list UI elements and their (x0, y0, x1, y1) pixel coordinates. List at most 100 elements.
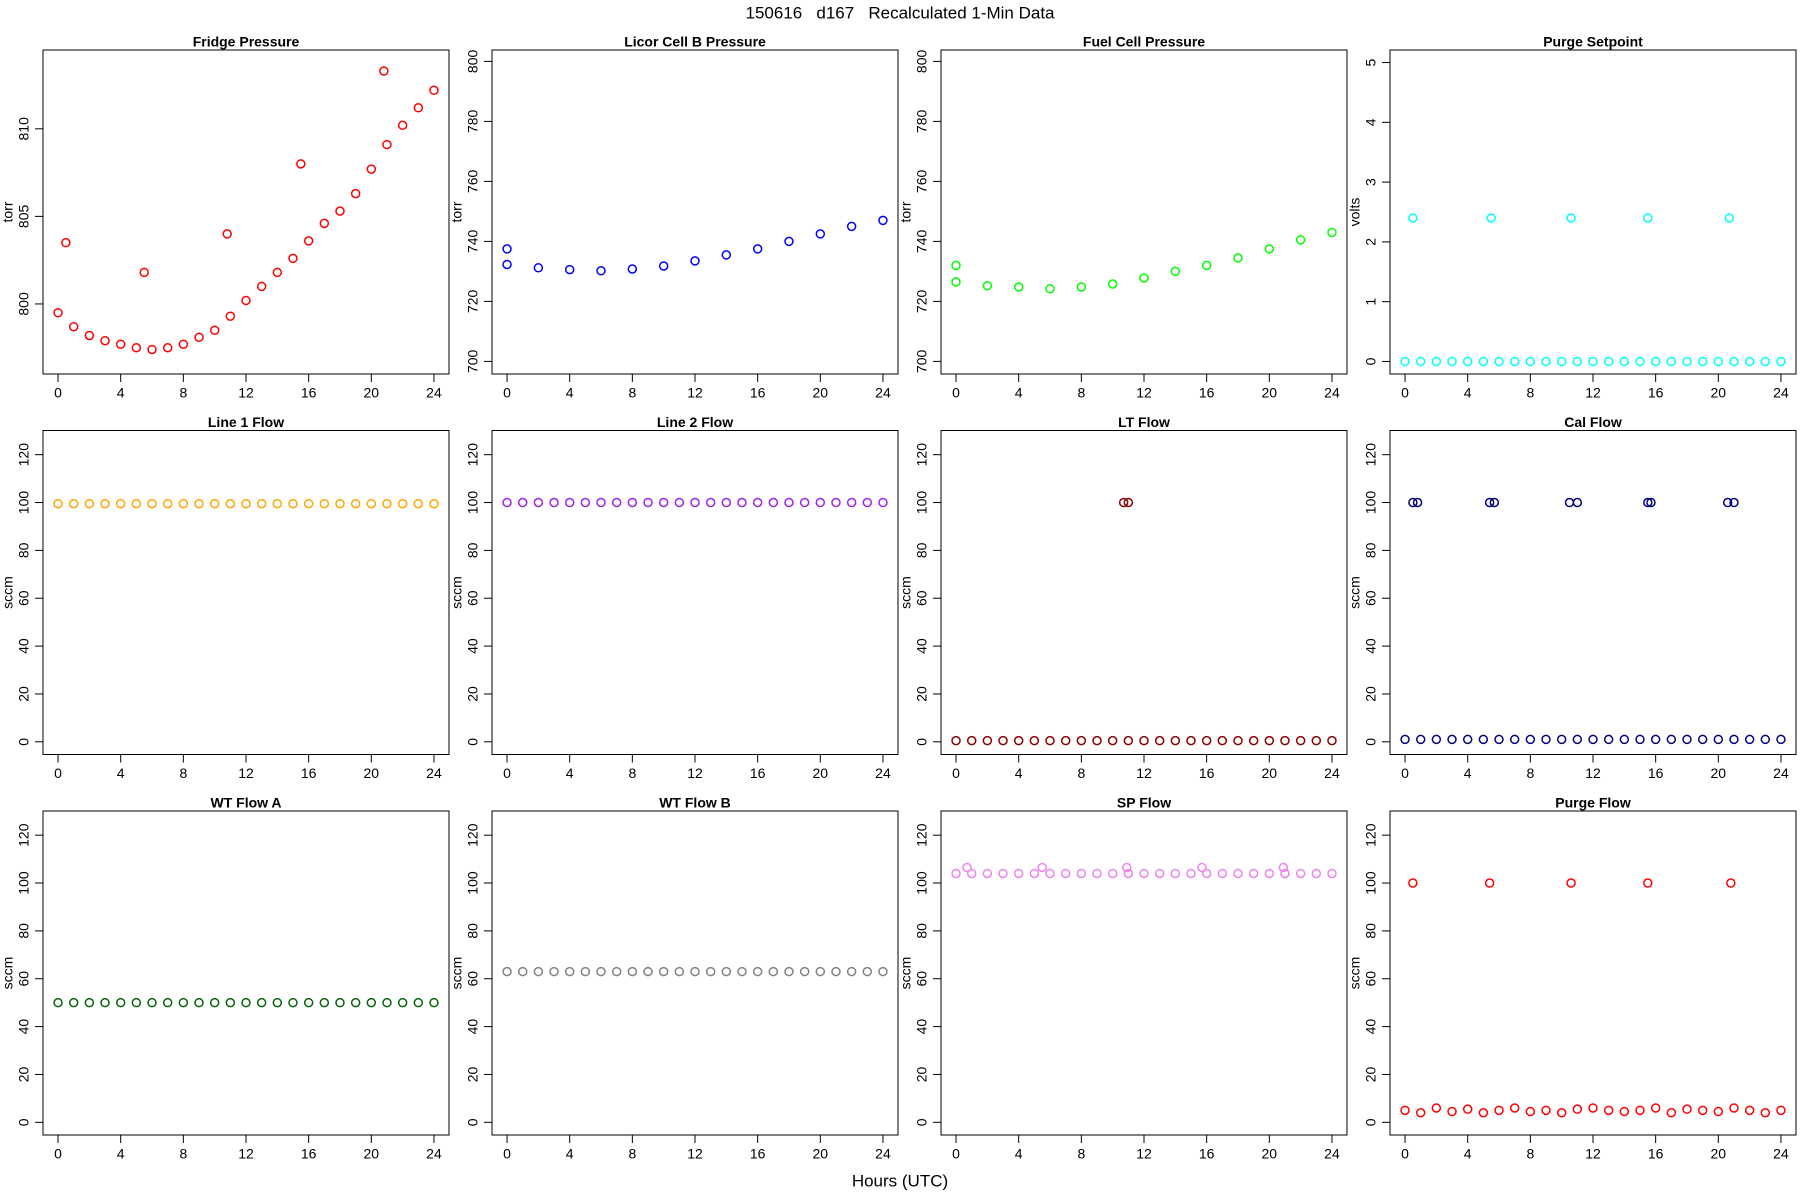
data-point (596, 497, 606, 508)
data-point (131, 498, 142, 509)
y-axis-label: sccm (898, 957, 914, 990)
data-point (366, 498, 377, 509)
y-tick-label: 780 (914, 110, 930, 134)
x-tick-label: 0 (1401, 1146, 1409, 1162)
x-tick-label: 0 (54, 1146, 62, 1162)
y-tick-label: 40 (465, 1019, 481, 1035)
y-tick-label: 740 (465, 230, 481, 254)
data-point (366, 164, 377, 174)
data-point (878, 215, 888, 226)
data-point (241, 295, 251, 306)
data-point (815, 497, 826, 508)
y-tick-label: 100 (465, 491, 481, 515)
data-point (1603, 356, 1614, 367)
x-tick-label: 16 (750, 385, 766, 401)
data-point (68, 997, 79, 1008)
data-point (335, 206, 345, 216)
data-point (139, 267, 149, 278)
y-tick-label: 800 (16, 292, 32, 316)
x-tick-label: 20 (1711, 765, 1727, 781)
x-tick-label: 0 (952, 765, 960, 781)
x-tick-label: 4 (117, 1146, 125, 1162)
data-point (1682, 356, 1692, 367)
data-point (1092, 868, 1102, 879)
y-tick-label: 60 (914, 590, 930, 606)
data-point (1478, 1107, 1489, 1118)
data-point (737, 966, 747, 977)
x-tick-label: 20 (364, 1146, 380, 1162)
x-tick-label: 4 (1015, 385, 1023, 401)
data-point (209, 498, 220, 509)
data-point (209, 325, 220, 335)
data-point (1603, 1105, 1614, 1116)
plot-frame (491, 810, 899, 1136)
data-point (951, 277, 961, 287)
data-point (429, 85, 439, 96)
data-point (1311, 868, 1322, 879)
data-point (1541, 734, 1551, 745)
y-tick-label: 0 (465, 738, 481, 746)
y-tick-label: 100 (914, 491, 930, 515)
data-point (147, 344, 157, 355)
data-point (147, 498, 157, 509)
data-point (752, 966, 763, 977)
data-point (831, 966, 841, 977)
y-axis-label: sccm (449, 957, 465, 990)
x-tick-label: 4 (566, 1146, 574, 1162)
x-tick-label: 4 (117, 765, 125, 781)
x-tick-label: 4 (566, 385, 574, 401)
y-tick-label: 740 (914, 230, 930, 254)
data-point (580, 966, 591, 977)
data-point (1107, 279, 1118, 289)
data-point (1139, 868, 1149, 879)
data-point (84, 330, 95, 341)
x-tick-label: 4 (1015, 1146, 1023, 1162)
y-tick-label: 20 (1363, 686, 1379, 702)
data-point (100, 997, 110, 1008)
data-point (335, 498, 345, 509)
y-tick-label: 60 (465, 971, 481, 987)
data-point (115, 997, 126, 1008)
page-title: 150616 d167 Recalculated 1-Min Data (745, 3, 1055, 22)
data-point (1233, 253, 1243, 263)
data-point (1494, 356, 1504, 367)
x-tick-label: 0 (503, 765, 511, 781)
data-point (721, 966, 732, 977)
data-point (382, 139, 392, 150)
data-point (194, 498, 204, 509)
data-point (982, 281, 993, 291)
y-tick-label: 20 (16, 686, 32, 702)
data-point (256, 281, 267, 292)
x-tick-label: 8 (179, 1146, 187, 1162)
data-point (1431, 1103, 1442, 1113)
x-tick-label: 20 (364, 765, 380, 781)
data-point (815, 229, 826, 239)
data-point (1666, 1107, 1677, 1118)
data-point (1447, 734, 1457, 745)
x-tick-label: 24 (875, 385, 891, 401)
data-point (1431, 356, 1442, 367)
data-point (429, 997, 439, 1008)
data-point (596, 966, 606, 977)
data-point (1494, 734, 1504, 745)
y-tick-label: 20 (914, 1066, 930, 1082)
data-point (1415, 734, 1426, 745)
data-point (1327, 735, 1337, 746)
data-point (288, 997, 298, 1008)
y-tick-label: 100 (16, 871, 32, 895)
y-tick-label: 810 (16, 117, 32, 141)
data-point (1415, 1107, 1426, 1118)
panel-title: Line 2 Flow (657, 414, 733, 430)
data-point (1154, 735, 1165, 746)
x-tick-label: 8 (1526, 385, 1534, 401)
data-point (1726, 878, 1736, 888)
data-point (241, 997, 251, 1008)
x-tick-label: 0 (1401, 765, 1409, 781)
data-point (658, 966, 669, 977)
x-tick-label: 12 (687, 1146, 703, 1162)
y-tick-label: 1 (1363, 298, 1379, 306)
plot-frame (42, 49, 450, 375)
data-point (784, 966, 794, 977)
plot-frame (940, 49, 1348, 375)
data-point (1760, 1107, 1771, 1118)
